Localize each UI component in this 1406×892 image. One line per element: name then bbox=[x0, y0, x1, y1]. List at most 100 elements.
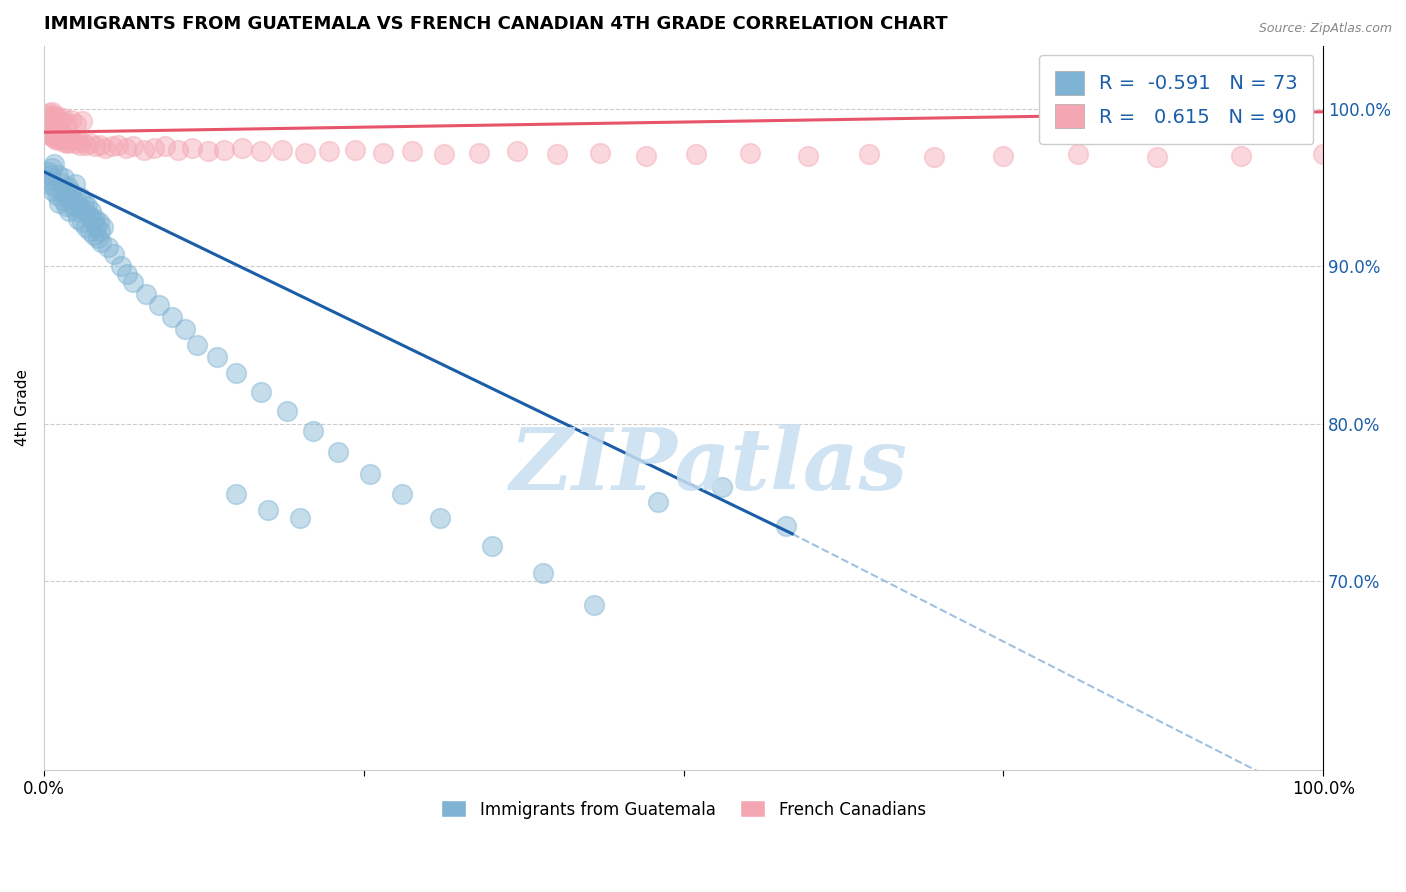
Point bbox=[122, 139, 145, 153]
Point bbox=[34, 120, 56, 135]
Text: ZIPatlas: ZIPatlas bbox=[510, 424, 908, 508]
Point bbox=[56, 190, 79, 204]
Point bbox=[114, 141, 136, 155]
Point bbox=[167, 143, 190, 157]
Point bbox=[63, 178, 86, 192]
Point bbox=[582, 598, 605, 612]
Point bbox=[173, 322, 195, 336]
Point bbox=[48, 196, 70, 211]
Point bbox=[89, 224, 111, 238]
Point bbox=[84, 139, 107, 153]
Point bbox=[1312, 147, 1334, 161]
Point bbox=[45, 130, 67, 145]
Point bbox=[44, 131, 66, 145]
Point bbox=[39, 168, 62, 182]
Legend: Immigrants from Guatemala, French Canadians: Immigrants from Guatemala, French Canadi… bbox=[433, 792, 934, 827]
Point bbox=[58, 204, 80, 219]
Point bbox=[52, 193, 75, 207]
Point bbox=[35, 111, 58, 125]
Text: IMMIGRANTS FROM GUATEMALA VS FRENCH CANADIAN 4TH GRADE CORRELATION CHART: IMMIGRANTS FROM GUATEMALA VS FRENCH CANA… bbox=[44, 15, 948, 33]
Point bbox=[589, 145, 612, 160]
Point bbox=[76, 199, 98, 213]
Point bbox=[72, 114, 94, 128]
Point bbox=[103, 246, 125, 260]
Point bbox=[46, 110, 69, 124]
Point bbox=[37, 164, 59, 178]
Point bbox=[250, 144, 273, 158]
Point bbox=[55, 199, 77, 213]
Point bbox=[75, 219, 97, 234]
Point bbox=[44, 124, 66, 138]
Y-axis label: 4th Grade: 4th Grade bbox=[15, 369, 30, 446]
Point bbox=[51, 184, 73, 198]
Point bbox=[1146, 151, 1168, 165]
Point bbox=[44, 180, 66, 194]
Point bbox=[72, 196, 94, 211]
Text: Source: ZipAtlas.com: Source: ZipAtlas.com bbox=[1258, 22, 1392, 36]
Point bbox=[294, 145, 316, 160]
Point bbox=[391, 487, 413, 501]
Point bbox=[41, 104, 63, 119]
Point bbox=[72, 135, 94, 149]
Point bbox=[38, 116, 60, 130]
Point bbox=[38, 125, 60, 139]
Point bbox=[42, 122, 65, 136]
Point bbox=[65, 204, 87, 219]
Point bbox=[86, 231, 108, 245]
Point bbox=[250, 385, 273, 400]
Point bbox=[97, 240, 120, 254]
Point bbox=[66, 133, 89, 147]
Point bbox=[42, 108, 65, 122]
Point bbox=[318, 144, 340, 158]
Point bbox=[65, 117, 87, 131]
Point bbox=[38, 178, 60, 192]
Point bbox=[326, 445, 349, 459]
Point bbox=[87, 215, 110, 229]
Point bbox=[94, 141, 117, 155]
Point bbox=[89, 137, 111, 152]
Point bbox=[58, 180, 80, 194]
Point bbox=[42, 111, 65, 125]
Point bbox=[52, 111, 75, 125]
Point bbox=[46, 133, 69, 147]
Point bbox=[53, 135, 76, 149]
Point bbox=[270, 143, 292, 157]
Point bbox=[225, 366, 247, 380]
Point bbox=[288, 511, 311, 525]
Point bbox=[343, 143, 366, 157]
Point bbox=[60, 131, 83, 145]
Point bbox=[79, 224, 101, 238]
Point bbox=[142, 141, 165, 155]
Point bbox=[276, 404, 298, 418]
Point bbox=[45, 122, 67, 136]
Point bbox=[225, 487, 247, 501]
Point bbox=[181, 141, 204, 155]
Point bbox=[75, 137, 97, 152]
Point bbox=[42, 157, 65, 171]
Point bbox=[56, 116, 79, 130]
Point bbox=[231, 141, 253, 155]
Point bbox=[73, 204, 96, 219]
Point bbox=[546, 147, 568, 161]
Point bbox=[256, 503, 278, 517]
Point bbox=[160, 310, 183, 324]
Point bbox=[70, 201, 93, 215]
Point bbox=[110, 259, 132, 273]
Point bbox=[107, 137, 129, 152]
Point bbox=[69, 137, 91, 152]
Point bbox=[359, 467, 381, 481]
Point bbox=[37, 120, 59, 135]
Point bbox=[66, 194, 89, 209]
Point bbox=[90, 235, 112, 250]
Point bbox=[155, 139, 177, 153]
Point bbox=[35, 124, 58, 138]
Point bbox=[38, 106, 60, 120]
Point bbox=[35, 172, 58, 186]
Point bbox=[738, 145, 761, 160]
Point bbox=[37, 127, 59, 141]
Point bbox=[39, 128, 62, 143]
Point bbox=[53, 170, 76, 185]
Point bbox=[55, 131, 77, 145]
Point bbox=[922, 151, 945, 165]
Point bbox=[48, 130, 70, 145]
